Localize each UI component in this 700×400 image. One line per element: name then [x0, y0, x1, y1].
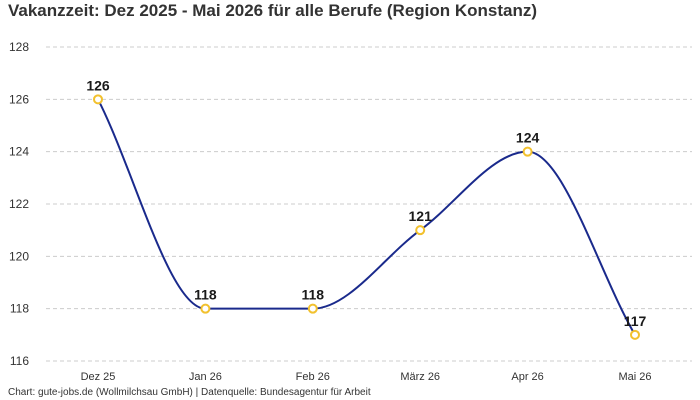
- data-point-marker: [93, 94, 103, 105]
- y-tick-label: 118: [10, 302, 29, 316]
- data-point-marker: [630, 329, 640, 340]
- y-tick-label: 116: [10, 354, 29, 368]
- data-label: 121: [409, 208, 433, 224]
- data-label: 117: [624, 313, 647, 329]
- series-line: [97, 98, 636, 336]
- data-label: 118: [194, 287, 217, 303]
- y-tick-label: 128: [9, 40, 29, 54]
- data-point-marker: [522, 146, 533, 157]
- x-tick-label: Apr 26: [511, 371, 543, 383]
- chart-source-footer: Chart: gute-jobs.de (Wollmilchsau GmbH) …: [8, 387, 371, 398]
- y-tick-label: 120: [9, 249, 29, 263]
- data-point-marker: [415, 225, 426, 236]
- y-tick-label: 122: [9, 197, 29, 211]
- data-label: 118: [302, 287, 325, 303]
- data-label: 124: [516, 130, 540, 146]
- data-point-marker: [307, 303, 318, 314]
- y-tick-label: 126: [9, 92, 29, 106]
- chart-title: Vakanzzeit: Dez 2025 - Mai 2026 für alle…: [8, 1, 538, 20]
- x-tick-label: Jan 26: [189, 371, 222, 383]
- data-label: 126: [86, 77, 110, 93]
- x-tick-label: Feb 26: [296, 371, 330, 383]
- x-tick-label: Dez 25: [81, 371, 116, 383]
- data-point-marker: [200, 303, 211, 314]
- y-tick-label: 124: [9, 145, 29, 159]
- x-tick-label: Mai 26: [618, 371, 651, 383]
- x-tick-label: März 26: [400, 371, 440, 383]
